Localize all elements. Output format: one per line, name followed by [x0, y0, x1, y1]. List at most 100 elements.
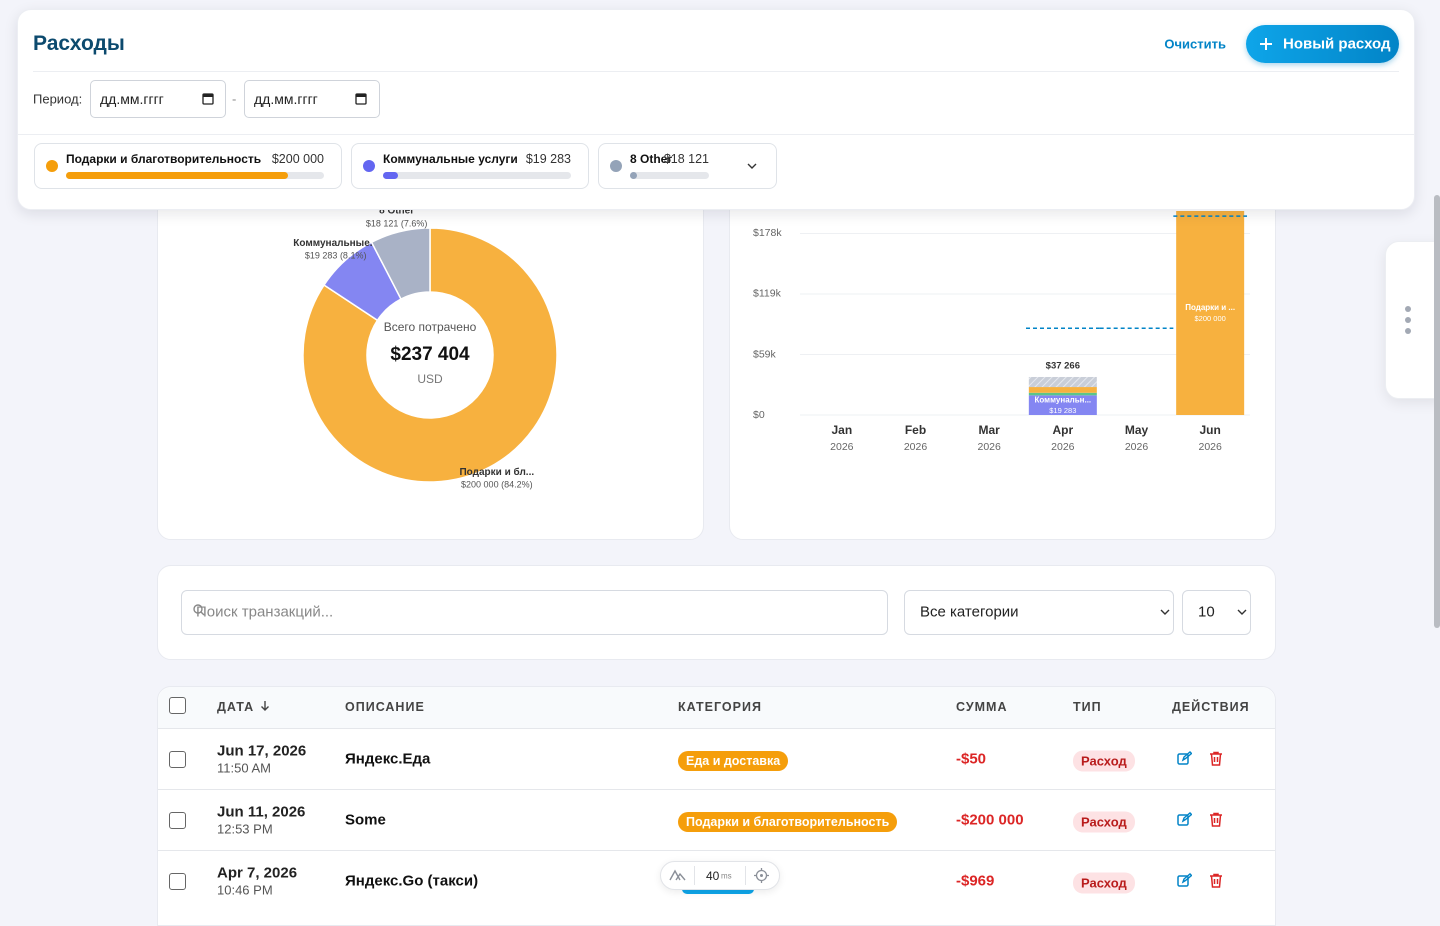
- edit-button[interactable]: [1177, 812, 1192, 827]
- search-placeholder: Поиск транзакций...: [196, 603, 334, 621]
- row-description: Яндекс.Еда: [345, 750, 431, 768]
- chip-progress-fill: [383, 172, 398, 179]
- date-input-placeholder: дд.мм.гггг: [254, 91, 318, 107]
- search-input[interactable]: [181, 590, 888, 635]
- devtools-timing: 40: [706, 869, 720, 883]
- chip-amount: $19 283: [525, 152, 571, 166]
- segment-label: Коммунальн...: [1035, 395, 1092, 404]
- chip-amount: $200 000: [271, 152, 324, 166]
- y-tick-label: $178k: [753, 227, 782, 239]
- calendar-icon: [355, 93, 367, 105]
- category-chip[interactable]: [34, 143, 342, 189]
- devtools-inspect-part: [754, 868, 769, 883]
- calendar-icon-part: [356, 94, 366, 97]
- new-expense-label: Новый расход: [1283, 35, 1391, 53]
- date-input-placeholder: дд.мм.гггг: [100, 91, 164, 107]
- row-checkbox[interactable]: [169, 812, 186, 829]
- column-header[interactable]: ДЕЙСТВИЯ: [1172, 700, 1250, 714]
- x-tick-sublabel: 2026: [977, 441, 1001, 453]
- search-icon: [193, 604, 205, 616]
- x-tick-sublabel: 2026: [1051, 441, 1075, 453]
- type-badge: Расход: [1073, 872, 1135, 894]
- column-header[interactable]: ОПИСАНИЕ: [345, 700, 425, 714]
- total-label: $37 266: [1046, 361, 1080, 372]
- chip-progress-track: [630, 172, 709, 179]
- plus-icon-part: [1260, 38, 1272, 50]
- delete-button[interactable]: [1209, 873, 1223, 888]
- chip-dot: [363, 160, 375, 172]
- row-description: Some: [345, 811, 386, 829]
- chevron-icon-part: [1237, 609, 1247, 615]
- devtools-divider: [694, 866, 695, 885]
- y-tick-label: $59k: [753, 348, 777, 360]
- page-size-value: 10: [1198, 603, 1215, 621]
- handle-dot: [1405, 328, 1411, 334]
- category-chip[interactable]: [351, 143, 589, 189]
- search-icon-part: [193, 604, 203, 614]
- row-amount: -$200 000: [956, 811, 1024, 829]
- segment-value-label: $19 283: [1049, 406, 1076, 415]
- row-checkbox[interactable]: [169, 873, 186, 890]
- x-tick-sublabel: 2026: [1125, 441, 1149, 453]
- delete-button-part: [1210, 873, 1222, 888]
- chevron-icon: [1160, 609, 1170, 615]
- bar-segment: [1028, 392, 1097, 396]
- row-time: 12:53 PM: [217, 821, 273, 837]
- table-header: [158, 687, 1275, 729]
- column-header[interactable]: КАТЕГОРИЯ: [678, 700, 762, 714]
- calendar-icon: [202, 93, 214, 105]
- delete-button[interactable]: [1209, 812, 1223, 827]
- edit-button-part: [1181, 751, 1192, 762]
- chip-progress-fill: [66, 172, 288, 179]
- devtools-inspect-part: [760, 874, 763, 877]
- devtools-unit: ms: [721, 871, 732, 881]
- period-label: Период:: [33, 91, 83, 107]
- sort-icon: [261, 701, 269, 711]
- center-total: $237 404: [390, 344, 470, 365]
- chevron-icon: [1237, 609, 1247, 615]
- delete-button[interactable]: [1209, 751, 1223, 766]
- edit-button-part: [1177, 814, 1189, 826]
- slice-value-label: $200 000 (84.2%): [461, 480, 533, 490]
- chip-name: Подарки и благотворительность: [66, 152, 262, 166]
- header-divider: [33, 71, 1399, 72]
- delete-button-part: [1210, 751, 1222, 766]
- header-divider: [18, 134, 1414, 135]
- category-chip[interactable]: [598, 143, 777, 189]
- page-size-select[interactable]: [1182, 590, 1251, 635]
- column-header[interactable]: ТИП: [1073, 700, 1102, 714]
- edit-button-part: [1177, 753, 1189, 765]
- category-select-value: Все категории: [920, 603, 1019, 621]
- delete-button-part: [1210, 812, 1222, 827]
- select-all-checkbox[interactable]: [169, 697, 186, 714]
- edit-button[interactable]: [1177, 751, 1192, 766]
- plus-icon: [1260, 38, 1272, 50]
- type-badge: Расход: [1073, 811, 1135, 833]
- category-select[interactable]: [904, 590, 1174, 635]
- side-panel-handle[interactable]: [1385, 241, 1440, 399]
- date-input[interactable]: [244, 80, 380, 118]
- bar-segment: [1028, 387, 1097, 393]
- x-tick-label: May: [1125, 423, 1149, 437]
- clear-button[interactable]: Очистить: [1164, 36, 1226, 52]
- row-amount: -$969: [956, 872, 995, 890]
- chevron-icon-part: [1160, 609, 1170, 615]
- chevron-icon: [747, 163, 757, 169]
- chip-progress-track: [383, 172, 571, 179]
- row-time: 10:46 PM: [217, 882, 273, 898]
- column-header[interactable]: ДАТА: [217, 700, 255, 714]
- category-badge: Подарки и благотворительность: [678, 812, 898, 832]
- column-header[interactable]: СУММА: [956, 700, 1008, 714]
- x-tick-label: Jun: [1199, 423, 1220, 437]
- page: (() => { const data = JSON.parse(documen…: [17, 9, 1440, 926]
- scrollbar-thumb[interactable]: [1434, 195, 1440, 628]
- row-checkbox[interactable]: [169, 751, 186, 768]
- row-amount: -$50: [956, 750, 987, 768]
- edit-button-part: [1181, 873, 1192, 884]
- chip-name: 8 Other: [630, 152, 673, 166]
- page-title: Расходы: [33, 32, 125, 55]
- edit-button[interactable]: [1177, 873, 1192, 888]
- devtools-inspect[interactable]: [754, 868, 769, 883]
- x-tick-sublabel: 2026: [904, 441, 928, 453]
- center-label: Всего потрачено: [384, 320, 477, 334]
